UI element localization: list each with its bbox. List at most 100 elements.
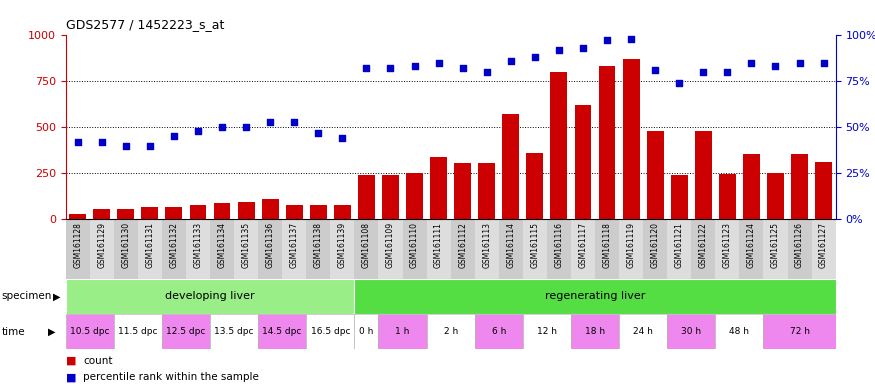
Bar bbox=[427, 219, 451, 279]
Text: ▶: ▶ bbox=[48, 327, 56, 337]
Point bbox=[191, 128, 205, 134]
Text: GSM161115: GSM161115 bbox=[530, 222, 539, 268]
Bar bbox=[763, 314, 836, 349]
Point bbox=[263, 119, 277, 125]
Point bbox=[312, 129, 326, 136]
Text: time: time bbox=[2, 327, 25, 337]
Text: GSM161118: GSM161118 bbox=[603, 222, 612, 268]
Bar bbox=[620, 314, 668, 349]
Bar bbox=[142, 207, 158, 219]
Point bbox=[672, 80, 686, 86]
Bar bbox=[739, 219, 763, 279]
Point bbox=[408, 63, 422, 70]
Text: regenerating liver: regenerating liver bbox=[545, 291, 645, 301]
Bar bbox=[647, 131, 663, 219]
Text: GSM161119: GSM161119 bbox=[626, 222, 635, 268]
Text: GSM161132: GSM161132 bbox=[170, 222, 178, 268]
Bar bbox=[571, 219, 595, 279]
Text: GSM161124: GSM161124 bbox=[747, 222, 756, 268]
Text: GSM161131: GSM161131 bbox=[145, 222, 154, 268]
Text: GSM161137: GSM161137 bbox=[290, 222, 298, 268]
Text: GSM161111: GSM161111 bbox=[434, 222, 443, 268]
Bar bbox=[306, 219, 331, 279]
Text: percentile rank within the sample: percentile rank within the sample bbox=[83, 372, 259, 382]
Bar bbox=[114, 314, 162, 349]
Bar bbox=[354, 279, 836, 314]
Bar bbox=[816, 162, 832, 219]
Point bbox=[504, 58, 518, 64]
Text: GSM161117: GSM161117 bbox=[578, 222, 587, 268]
Text: GSM161139: GSM161139 bbox=[338, 222, 346, 268]
Text: 6 h: 6 h bbox=[492, 327, 506, 336]
Bar bbox=[499, 219, 523, 279]
Point bbox=[696, 69, 710, 75]
Bar bbox=[575, 105, 592, 219]
Bar bbox=[523, 219, 547, 279]
Text: GDS2577 / 1452223_s_at: GDS2577 / 1452223_s_at bbox=[66, 18, 224, 31]
Bar bbox=[788, 219, 812, 279]
Bar bbox=[258, 219, 282, 279]
Bar bbox=[547, 219, 571, 279]
Text: developing liver: developing liver bbox=[165, 291, 255, 301]
Point bbox=[456, 65, 470, 71]
Text: 24 h: 24 h bbox=[634, 327, 653, 336]
Bar bbox=[210, 219, 235, 279]
Text: GSM161121: GSM161121 bbox=[675, 222, 683, 268]
Text: 48 h: 48 h bbox=[730, 327, 749, 336]
Text: 13.5 dpc: 13.5 dpc bbox=[214, 327, 254, 336]
Point bbox=[528, 54, 542, 60]
Bar bbox=[406, 173, 423, 219]
Bar bbox=[331, 219, 354, 279]
Bar bbox=[430, 157, 447, 219]
Point bbox=[793, 60, 807, 66]
Text: 18 h: 18 h bbox=[585, 327, 605, 336]
Text: GSM161112: GSM161112 bbox=[458, 222, 467, 268]
Text: GSM161129: GSM161129 bbox=[97, 222, 106, 268]
Bar bbox=[475, 314, 523, 349]
Text: 11.5 dpc: 11.5 dpc bbox=[118, 327, 158, 336]
Point bbox=[287, 119, 301, 125]
Bar bbox=[763, 219, 788, 279]
Bar bbox=[214, 203, 230, 219]
Point bbox=[119, 142, 133, 149]
Point bbox=[167, 133, 181, 139]
Bar bbox=[90, 219, 114, 279]
Point bbox=[745, 60, 759, 66]
Bar bbox=[454, 163, 471, 219]
Bar bbox=[382, 175, 399, 219]
Text: 12 h: 12 h bbox=[537, 327, 556, 336]
Bar bbox=[623, 59, 640, 219]
Bar bbox=[138, 219, 162, 279]
Bar bbox=[69, 214, 86, 219]
Bar bbox=[767, 173, 784, 219]
Bar bbox=[66, 279, 354, 314]
Bar bbox=[502, 114, 519, 219]
Bar bbox=[114, 219, 138, 279]
Bar bbox=[695, 131, 711, 219]
Text: ▶: ▶ bbox=[52, 291, 60, 301]
Text: 30 h: 30 h bbox=[682, 327, 702, 336]
Bar bbox=[117, 209, 134, 219]
Bar bbox=[716, 314, 763, 349]
Text: GSM161125: GSM161125 bbox=[771, 222, 780, 268]
Text: GSM161114: GSM161114 bbox=[507, 222, 515, 268]
Point bbox=[624, 36, 638, 42]
Text: 14.5 dpc: 14.5 dpc bbox=[262, 327, 302, 336]
Bar bbox=[210, 314, 258, 349]
Bar bbox=[523, 314, 571, 349]
Bar bbox=[282, 219, 306, 279]
Text: 16.5 dpc: 16.5 dpc bbox=[311, 327, 350, 336]
Text: GSM161109: GSM161109 bbox=[386, 222, 395, 268]
Text: specimen: specimen bbox=[2, 291, 52, 301]
Bar bbox=[94, 209, 110, 219]
Bar bbox=[262, 199, 278, 219]
Text: 0 h: 0 h bbox=[360, 327, 374, 336]
Text: GSM161110: GSM161110 bbox=[410, 222, 419, 268]
Text: ■: ■ bbox=[66, 372, 76, 382]
Text: GSM161120: GSM161120 bbox=[651, 222, 660, 268]
Bar bbox=[668, 219, 691, 279]
Bar bbox=[691, 219, 716, 279]
Bar bbox=[451, 219, 475, 279]
Point bbox=[335, 135, 349, 141]
Bar bbox=[358, 175, 374, 219]
